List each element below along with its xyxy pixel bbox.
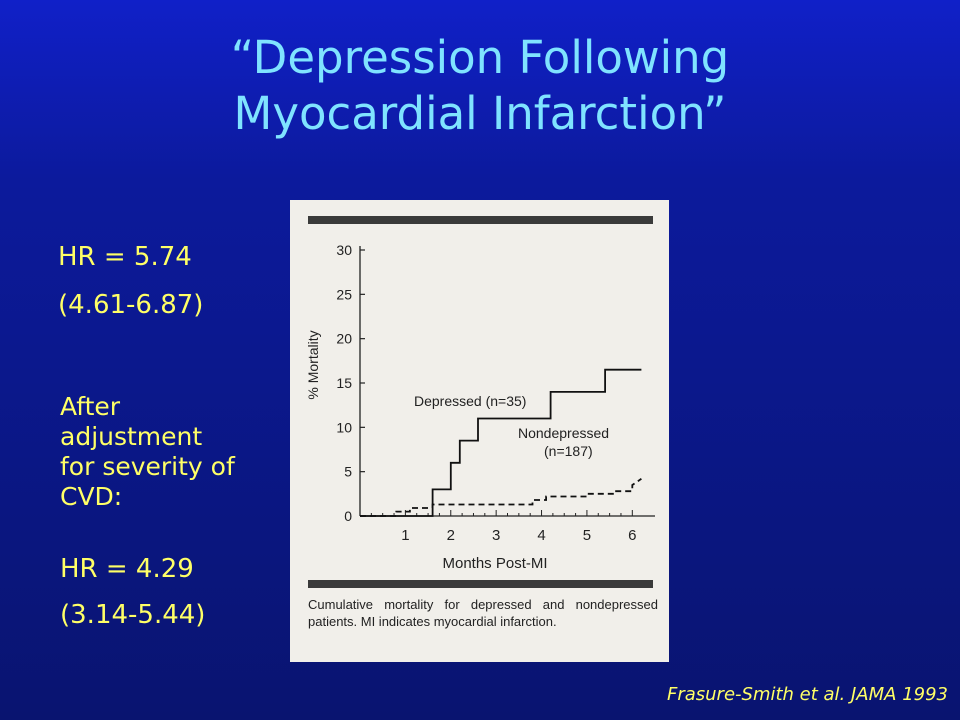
x-tick-label: 2 (447, 527, 455, 544)
confidence-interval-unadjusted: (4.61-6.87) (58, 290, 204, 320)
hazard-ratio-adjusted: HR = 4.29 (60, 554, 194, 584)
y-tick-label: 20 (336, 331, 352, 347)
title-line-1: “Depression Following (230, 31, 730, 84)
y-tick-label: 5 (344, 464, 352, 480)
series-line-depressed (360, 368, 642, 517)
x-tick-label: 3 (492, 527, 500, 544)
x-tick-label: 1 (401, 527, 409, 544)
top-rule (308, 216, 653, 224)
y-tick-label: 30 (336, 242, 352, 258)
y-tick-label: 10 (336, 419, 352, 435)
x-tick-label: 6 (628, 527, 636, 544)
bottom-rule (308, 580, 653, 588)
y-tick-label: 0 (344, 508, 352, 524)
title-line-2: Myocardial Infarction” (233, 87, 727, 140)
x-tick-label: 5 (583, 527, 591, 544)
series-label-depressed: Depressed (n=35) (414, 393, 526, 409)
y-tick-label: 25 (336, 286, 352, 302)
x-axis-label: Months Post-MI (442, 555, 547, 572)
citation: Frasure-Smith et al. JAMA 1993 (666, 684, 948, 705)
slide-title: “Depression Following Myocardial Infarct… (0, 30, 960, 142)
series-label-nondepressed: Nondepressed (518, 425, 609, 441)
series-label-nondepressed-n: (n=187) (544, 443, 593, 459)
hazard-ratio-unadjusted: HR = 5.74 (58, 242, 192, 272)
figure-caption: Cumulative mortality for depressed and n… (308, 597, 658, 629)
adjustment-note: After adjustment for severity of CVD: (60, 392, 235, 511)
y-axis-label: % Mortality (305, 330, 321, 399)
y-tick-label: 15 (336, 375, 352, 391)
series-line-nondepressed (360, 478, 642, 517)
chart-figure: 0 5 10 15 20 25 30 1 2 3 4 5 6 % Mortality Months Po… (290, 200, 669, 662)
mortality-chart: 0 5 10 15 20 25 30 1 2 3 4 5 6 % Mortality Months Po… (305, 216, 658, 629)
confidence-interval-adjusted: (3.14-5.44) (60, 600, 206, 630)
x-tick-label: 4 (537, 527, 545, 544)
